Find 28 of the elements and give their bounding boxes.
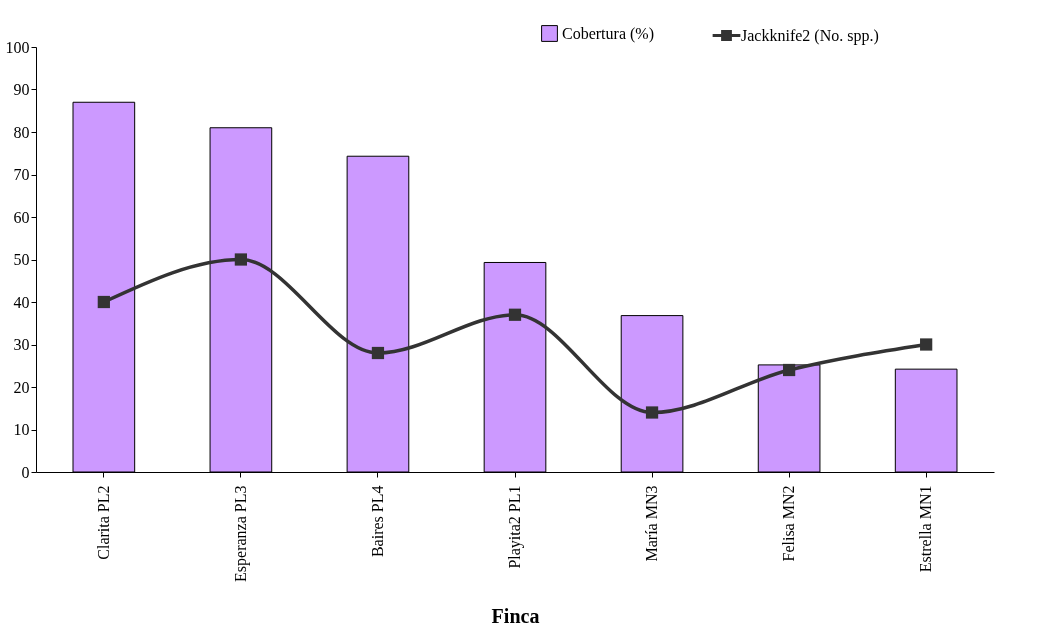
x-tick-label: Esperanza PL3 bbox=[231, 485, 250, 582]
x-tick-label: Estrella MN1 bbox=[917, 485, 935, 573]
point bbox=[97, 295, 110, 309]
y-tick-label: 90 bbox=[13, 81, 30, 98]
x-axis-title: Finca bbox=[491, 604, 540, 627]
y-tick-label: 10 bbox=[13, 421, 30, 438]
y-tick-label: 30 bbox=[13, 336, 30, 353]
y-tick-label: 70 bbox=[13, 166, 30, 183]
point bbox=[645, 406, 659, 419]
y-tick-label: 50 bbox=[13, 251, 30, 268]
y-tick-label: 60 bbox=[13, 208, 30, 226]
y-tick-label: 20 bbox=[13, 378, 30, 396]
point bbox=[508, 308, 522, 321]
x-tick-label: María MN3 bbox=[643, 485, 661, 562]
point bbox=[234, 253, 248, 266]
point bbox=[371, 346, 385, 360]
legend-label: Jackknife2 (No. spp.) bbox=[741, 26, 879, 45]
point bbox=[782, 363, 796, 377]
y-tick-label: 100 bbox=[5, 38, 30, 56]
point bbox=[920, 338, 933, 351]
x-tick-label: Playita2 PL1 bbox=[506, 485, 524, 569]
legend-label: Cobertura (%) bbox=[562, 24, 654, 43]
y-tick-label: 40 bbox=[13, 293, 30, 311]
y-tick-label: 0 bbox=[21, 463, 30, 481]
x-tick-label: Felisa MN2 bbox=[780, 485, 798, 562]
x-tick-label: Baires PL4 bbox=[368, 485, 386, 558]
y-tick-label: 80 bbox=[13, 123, 30, 141]
x-tick-label: Clarita PL2 bbox=[94, 485, 112, 560]
